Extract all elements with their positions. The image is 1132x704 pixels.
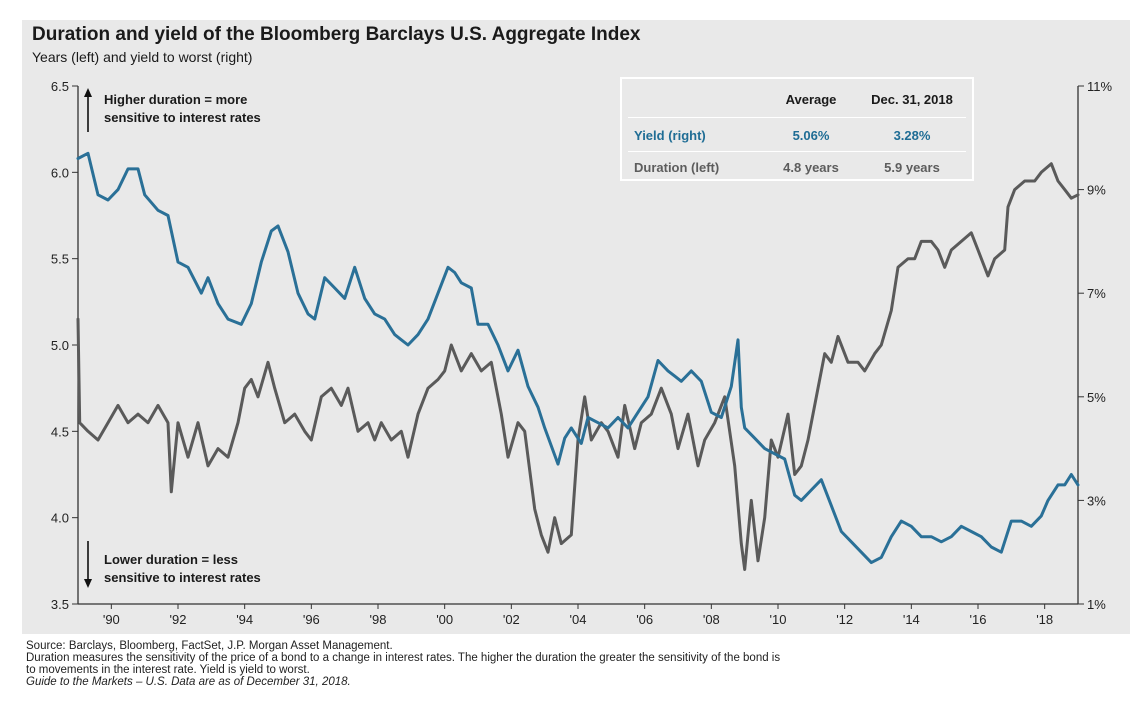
x-axis-tick-label: '02 <box>503 612 520 627</box>
stats-yield-label: Yield (right) <box>634 128 706 143</box>
x-axis-tick-label: '04 <box>570 612 587 627</box>
chart-title: Duration and yield of the Bloomberg Barc… <box>32 24 641 45</box>
stats-duration-dec: 5.9 years <box>884 160 940 175</box>
series-layer <box>76 151 1080 571</box>
right-axis-tick-label: 5% <box>1087 390 1106 405</box>
footnotes: Source: Barclays, Bloomberg, FactSet, J.… <box>26 640 1116 688</box>
x-axis-tick-label: '16 <box>970 612 987 627</box>
x-axis-tick-label: '94 <box>236 612 253 627</box>
annotation-bottom-line2: sensitive to interest rates <box>104 570 261 585</box>
x-axis-tick-label: '98 <box>370 612 387 627</box>
stats-table: Average Dec. 31, 2018 Yield (right) 5.06… <box>620 77 974 181</box>
x-axis-tick-label: '18 <box>1036 612 1053 627</box>
stats-header-row: Average Dec. 31, 2018 <box>622 85 972 115</box>
x-axis-tick-label: '92 <box>170 612 187 627</box>
annotation-top-line1: Higher duration = more <box>104 92 247 107</box>
footnote-line4: Guide to the Markets – U.S. Data are as … <box>26 676 351 688</box>
left-axis-tick-label: 3.5 <box>51 597 69 612</box>
x-axis-tick-label: '00 <box>436 612 453 627</box>
footnote-source: Source: Barclays, Bloomberg, FactSet, J.… <box>26 640 393 652</box>
left-axis-tick-label: 4.0 <box>51 511 69 526</box>
annotation-top-line2: sensitive to interest rates <box>104 110 261 125</box>
x-axis-tick-label: '14 <box>903 612 920 627</box>
chart-subtitle: Years (left) and yield to worst (right) <box>32 49 253 65</box>
stats-header-average: Average <box>785 92 837 107</box>
stats-row-duration: Duration (left) 4.8 years 5.9 years <box>622 153 972 183</box>
right-axis-tick-label: 1% <box>1087 597 1106 612</box>
right-axis-tick-label: 11% <box>1087 79 1112 94</box>
x-axis-tick-label: '90 <box>103 612 120 627</box>
right-axis-tick-label: 3% <box>1087 493 1106 508</box>
footnote-line2: Duration measures the sensitivity of the… <box>26 652 781 664</box>
arrow-down-head-icon <box>84 579 92 588</box>
stats-yield-dec: 3.28% <box>893 128 931 143</box>
annotation-bottom-line1: Lower duration = less <box>104 552 238 567</box>
x-axis-tick-label: '12 <box>836 612 853 627</box>
axes: 3.5 4.0 4.5 5.0 5.5 6.0 6.5 1% 3% 5% 7% 9% 11% '90 '92… <box>51 79 1113 627</box>
footnote-line3: to movements in the interest rate. Yield… <box>26 664 310 676</box>
stats-yield-average: 5.06% <box>792 128 830 143</box>
x-axis-tick-label: '06 <box>636 612 653 627</box>
annotations: Higher duration = more sensitive to inte… <box>104 92 261 585</box>
left-axis-tick-label: 5.0 <box>51 338 69 353</box>
left-axis-tick-label: 6.0 <box>51 165 69 180</box>
right-axis-tick-label: 9% <box>1087 183 1106 198</box>
x-axis-tick-label: '96 <box>303 612 320 627</box>
series-line-duration <box>76 162 1080 571</box>
stats-duration-label: Duration (left) <box>634 160 720 175</box>
stats-divider <box>628 117 966 118</box>
arrow-up-head-icon <box>84 88 92 97</box>
x-axis-tick-label: '10 <box>770 612 787 627</box>
x-axis-tick-label: '08 <box>703 612 720 627</box>
stats-header-date: Dec. 31, 2018 <box>871 92 953 107</box>
stats-divider <box>628 151 966 152</box>
stats-row-yield: Yield (right) 5.06% 3.28% <box>622 121 972 151</box>
stats-duration-average: 4.8 years <box>783 160 839 175</box>
right-axis-tick-label: 7% <box>1087 286 1106 301</box>
left-axis-tick-label: 4.5 <box>51 424 69 439</box>
series-line-yield <box>76 151 1080 565</box>
left-axis-tick-label: 6.5 <box>51 79 69 94</box>
left-axis-tick-label: 5.5 <box>51 252 69 267</box>
